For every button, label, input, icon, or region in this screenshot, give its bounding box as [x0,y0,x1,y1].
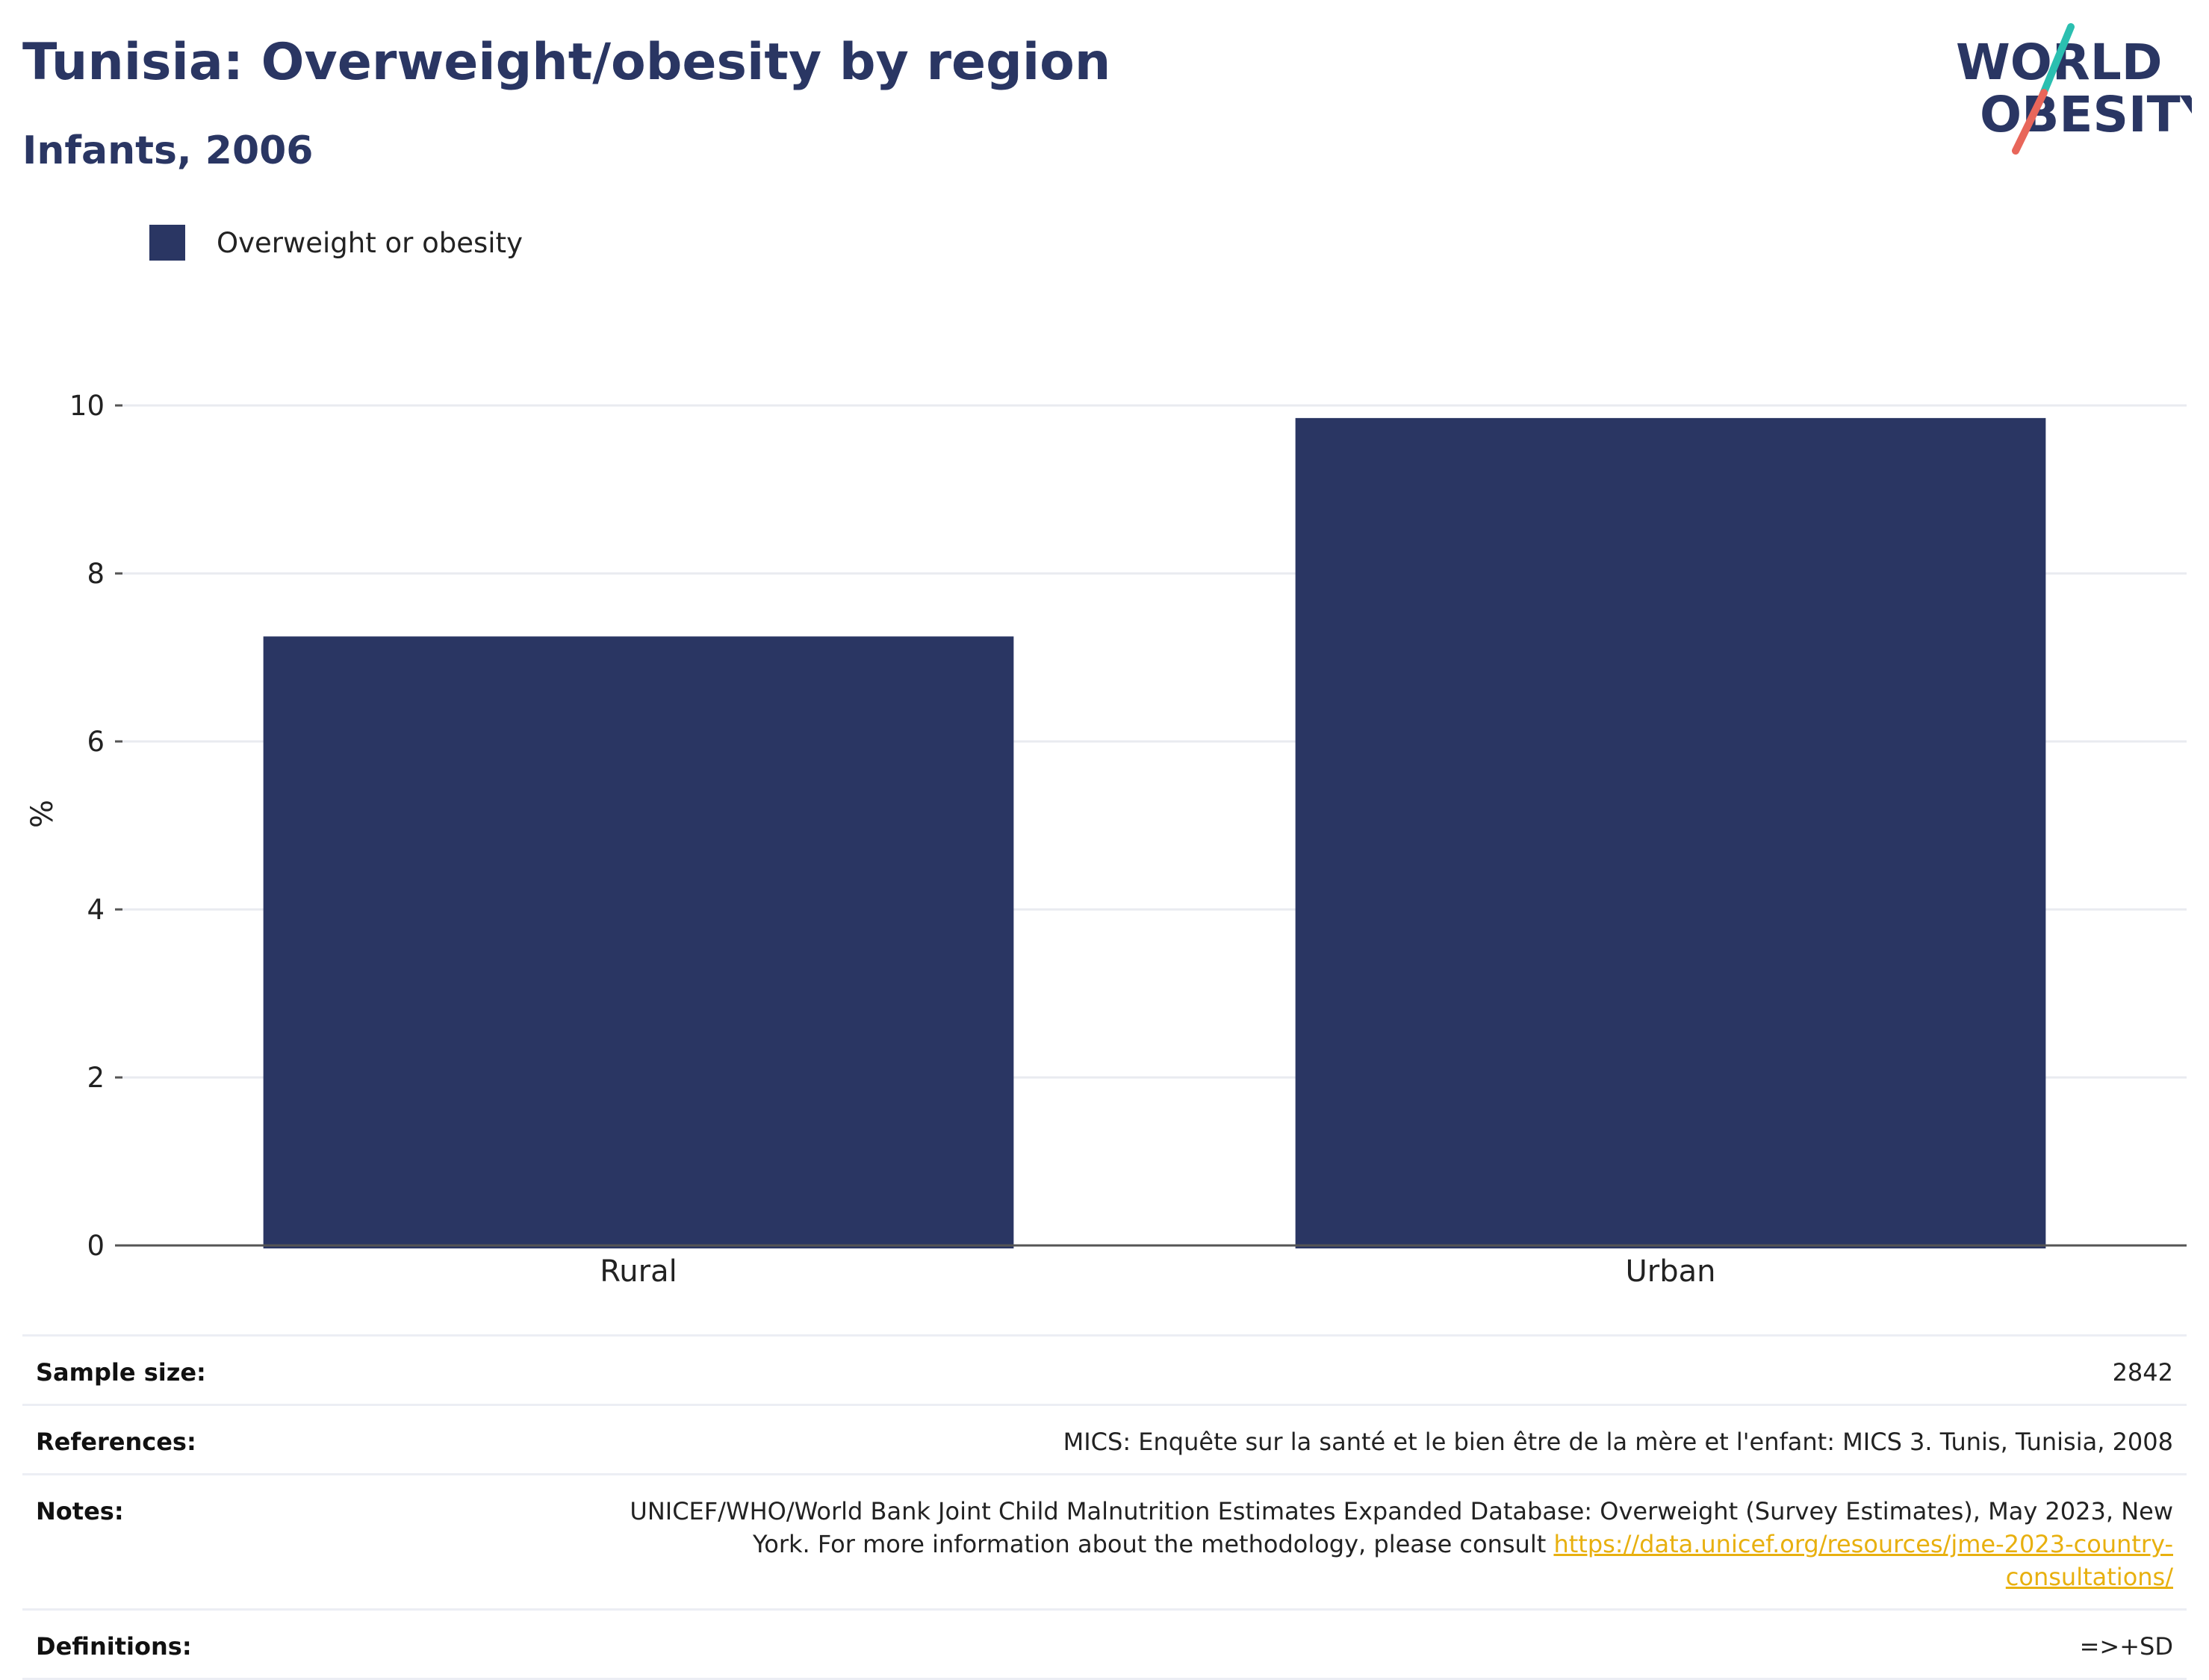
y-tick-label: 4 [87,894,105,926]
logo-slash-coral [2012,89,2048,155]
page-title: Tunisia: Overweight/obesity by region [22,33,1111,92]
y-tick-label: 6 [87,726,105,758]
x-tick-label-rural: Rural [600,1254,677,1289]
notes-label: Notes: [36,1497,124,1525]
bar-urban[interactable] [1295,417,2046,1248]
info-row-notes: Notes: UNICEF/WHO/World Bank Joint Child… [22,1475,2187,1611]
notes-value: UNICEF/WHO/World Bank Joint Child Malnut… [590,1495,2173,1593]
logo-slash-teal [2039,23,2075,99]
bar-rural[interactable] [263,636,1014,1248]
world-obesity-logo: WORLD OBESITY [1956,23,2192,155]
tick-labels: 0 2 4 6 8 10 Rural Urban [69,390,1716,1289]
notes-link[interactable]: https://data.unicef.org/resources/jme-20… [1553,1530,2173,1591]
y-tick-label: 0 [87,1230,105,1262]
info-table: Sample size: 2842 References: MICS: Enqu… [22,1334,2187,1680]
info-row-definitions: Definitions: =>+SD [22,1611,2187,1680]
page-subtitle: Infants, 2006 [22,128,314,173]
chart-legend[interactable]: Overweight or obesity [149,224,523,261]
x-tick-label-urban: Urban [1626,1254,1716,1289]
sample-size-value: 2842 [2112,1358,2173,1387]
references-value: MICS: Enquête sur la santé et le bien êt… [1063,1428,2173,1456]
definitions-label: Definitions: [36,1632,192,1661]
info-row-references: References: MICS: Enquête sur la santé e… [22,1406,2187,1475]
y-axis-label: % [25,800,60,828]
notes-text: UNICEF/WHO/World Bank Joint Child Malnut… [630,1497,2173,1558]
bars [263,417,2046,1248]
legend-swatch [149,225,185,261]
y-tick-label: 2 [87,1062,105,1094]
y-tick-label: 10 [69,390,105,422]
logo-line-2: OBESITY [1980,86,2192,143]
legend-label: Overweight or obesity [217,226,523,259]
y-tick-label: 8 [87,558,105,590]
info-row-sample-size: Sample size: 2842 [22,1337,2187,1406]
sample-size-label: Sample size: [36,1358,206,1387]
bar-chart: 0 2 4 6 8 10 Rural Urban % [25,390,2187,1289]
definitions-value: =>+SD [2079,1632,2173,1661]
references-label: References: [36,1428,196,1456]
